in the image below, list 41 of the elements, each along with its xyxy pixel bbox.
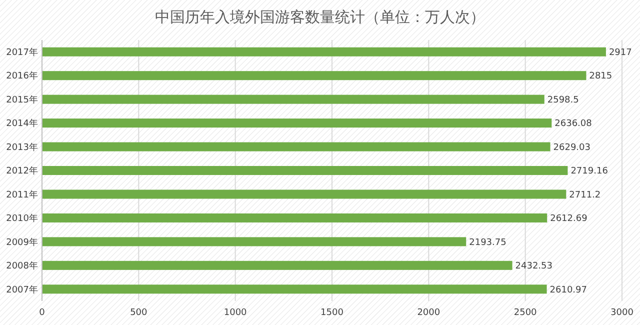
data-label: 2636.08 xyxy=(554,119,592,130)
bar xyxy=(42,94,544,104)
bar xyxy=(42,118,552,128)
chart-title: 中国历年入境外国游客数量统计（单位：万人次） xyxy=(155,8,485,26)
bar xyxy=(42,237,466,246)
bar xyxy=(42,166,568,176)
y-tick-label: 2012年 xyxy=(6,166,38,177)
y-tick-label: 2013年 xyxy=(6,142,38,153)
x-tick-label: 500 xyxy=(130,308,148,318)
data-label: 2432.53 xyxy=(515,262,553,272)
data-label: 2598.5 xyxy=(547,95,579,106)
data-label: 2917 xyxy=(608,48,632,58)
data-label: 2610.97 xyxy=(550,285,588,296)
x-tick-label: 0 xyxy=(39,308,46,318)
bar xyxy=(42,260,512,270)
bar xyxy=(42,190,566,199)
y-tick-label: 2016年 xyxy=(6,70,38,82)
bar xyxy=(42,213,548,222)
bar xyxy=(42,284,547,294)
y-tick-label: 2017年 xyxy=(6,47,38,58)
bar xyxy=(42,47,606,56)
x-tick-label: 2500 xyxy=(514,308,538,318)
x-tick-label: 1500 xyxy=(320,308,344,318)
y-tick-label: 2011年 xyxy=(6,189,38,200)
data-label: 2612.69 xyxy=(550,214,588,224)
y-tick-label: 2015年 xyxy=(6,94,38,106)
data-label: 2629.03 xyxy=(553,142,590,153)
data-label: 2711.2 xyxy=(569,190,601,200)
x-tick-label: 2000 xyxy=(417,308,440,318)
data-label: 2193.75 xyxy=(469,238,506,248)
data-label: 2719.16 xyxy=(570,166,608,177)
bar xyxy=(42,142,550,152)
y-tick-label: 2007年 xyxy=(6,284,38,296)
y-tick-label: 2014年 xyxy=(6,118,38,130)
data-label: 2815 xyxy=(589,72,612,82)
x-tick-label: 3000 xyxy=(610,308,634,318)
x-tick-label: 1000 xyxy=(224,308,248,318)
y-tick-label: 2008年 xyxy=(6,260,38,272)
y-tick-label: 2010年 xyxy=(6,213,38,224)
bar xyxy=(42,71,586,80)
y-tick-label: 2009年 xyxy=(6,236,38,248)
